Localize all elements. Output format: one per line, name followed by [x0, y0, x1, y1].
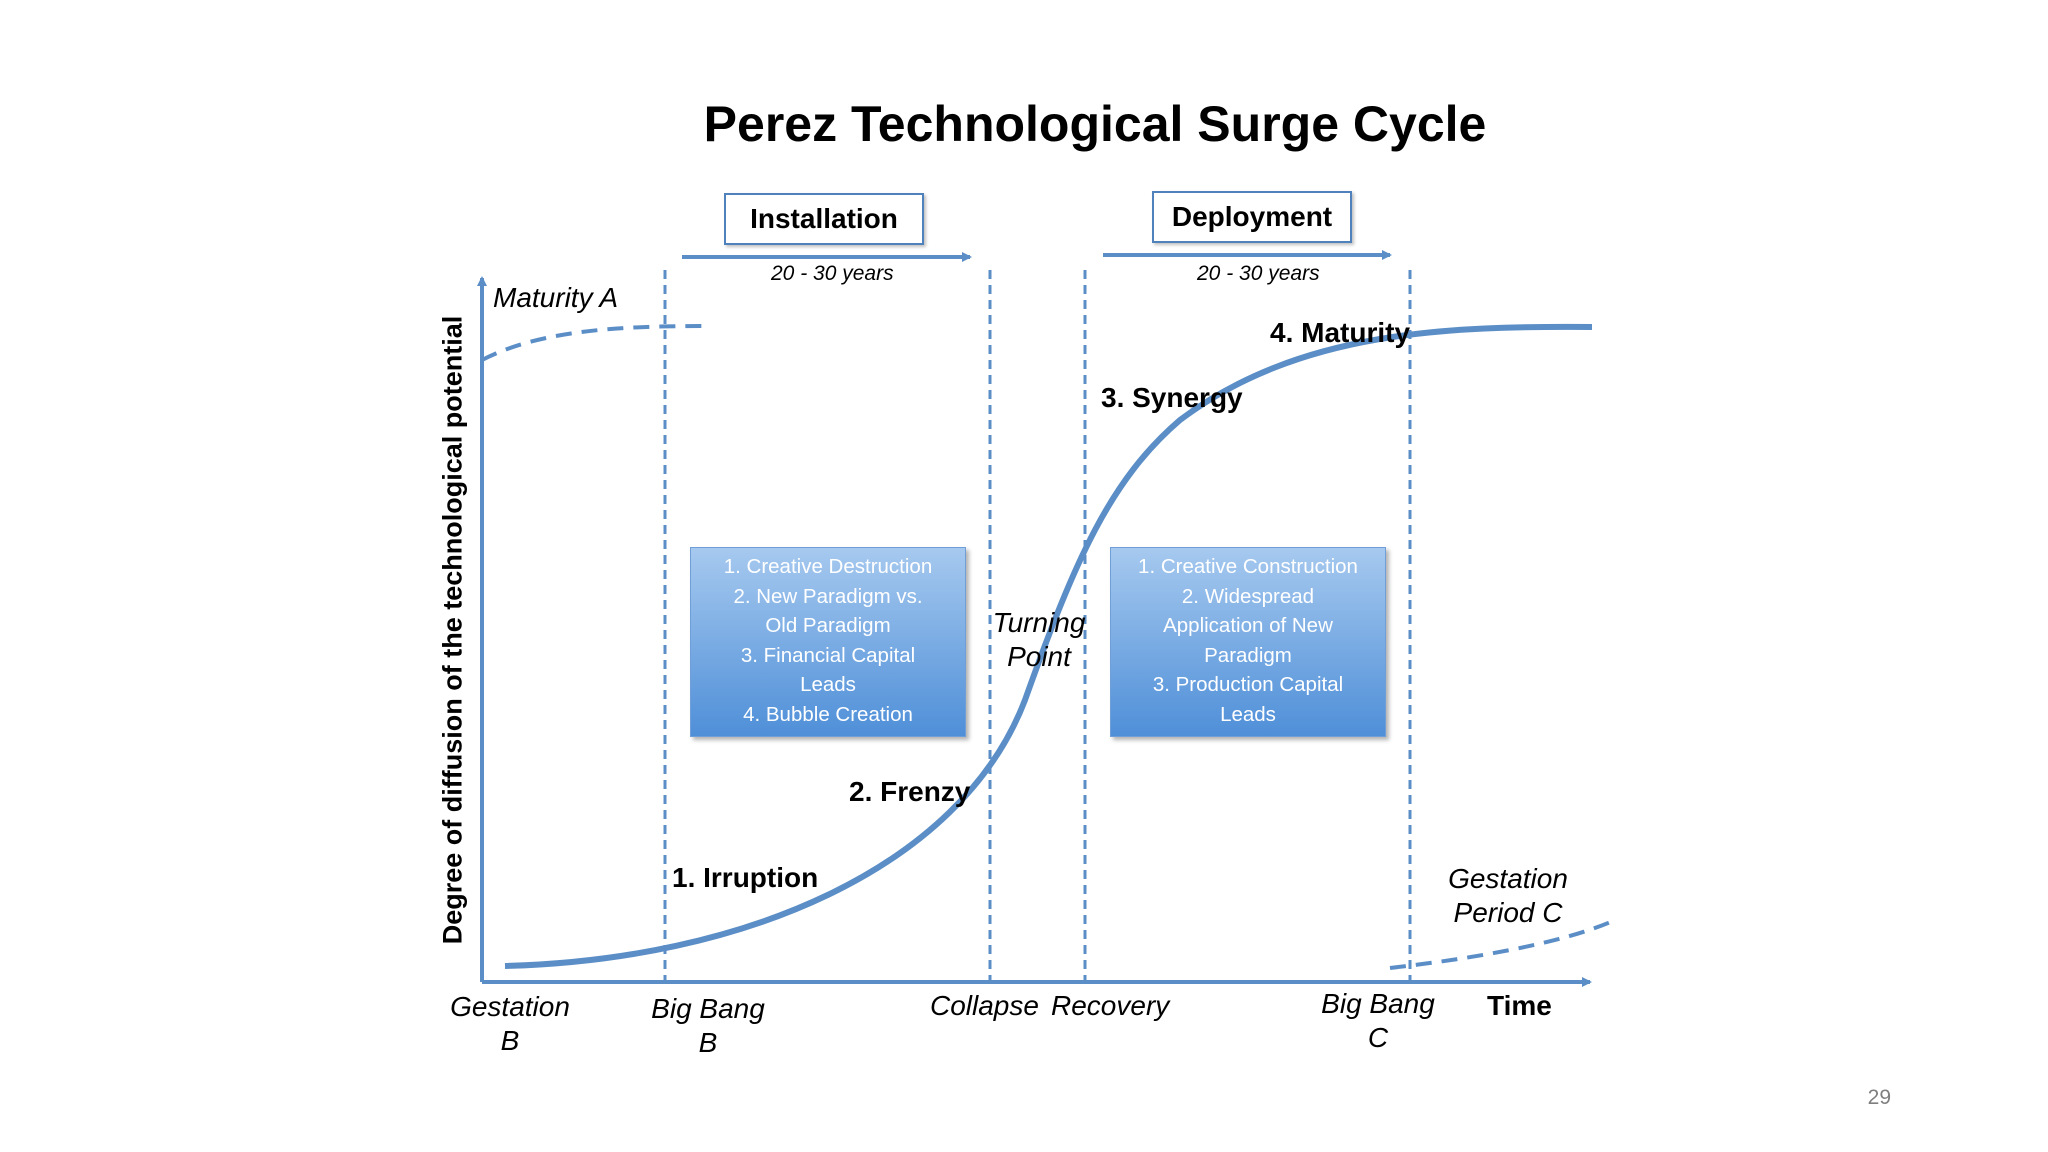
installation-characteristics-box: 1. Creative Destruction 2. New Paradigm …	[690, 547, 966, 737]
gestation-c-curve	[1389, 918, 1616, 970]
deployment-duration: 20 - 30 years	[1197, 262, 1320, 285]
deployment-label: Deployment	[1152, 191, 1352, 243]
maturity-a-curve	[481, 324, 707, 362]
maturity-a-label: Maturity A	[493, 282, 618, 313]
stage-frenzy: 2. Frenzy	[849, 776, 971, 807]
gestation-period-c-label: Gestation Period C	[1448, 863, 1568, 928]
time-label-big-bang-b: Big Bang B	[651, 993, 765, 1058]
stage-maturity: 4. Maturity	[1270, 317, 1411, 348]
page-title: Perez Technological Surge Cycle	[703, 96, 1487, 152]
stage-synergy: 3. Synergy	[1101, 382, 1243, 413]
time-label-collapse: Collapse	[930, 990, 1039, 1021]
stage-irruption: 1. Irruption	[672, 862, 819, 893]
page-number: 29	[1867, 1086, 1891, 1109]
time-label-gestation-b: Gestation B	[450, 991, 570, 1056]
time-label-big-bang-c: Big Bang C	[1321, 988, 1435, 1053]
turning-point-label: Turning Point	[992, 607, 1086, 672]
y-axis-label: Degree of diffusion of the technological…	[437, 315, 468, 945]
installation-label: Installation	[724, 193, 924, 245]
installation-duration: 20 - 30 years	[771, 262, 894, 285]
s-curve	[504, 323, 1593, 969]
x-axis-label: Time	[1487, 990, 1552, 1021]
time-label-recovery: Recovery	[1051, 990, 1170, 1021]
deployment-characteristics-box: 1. Creative Construction 2. Widespread A…	[1110, 547, 1386, 737]
